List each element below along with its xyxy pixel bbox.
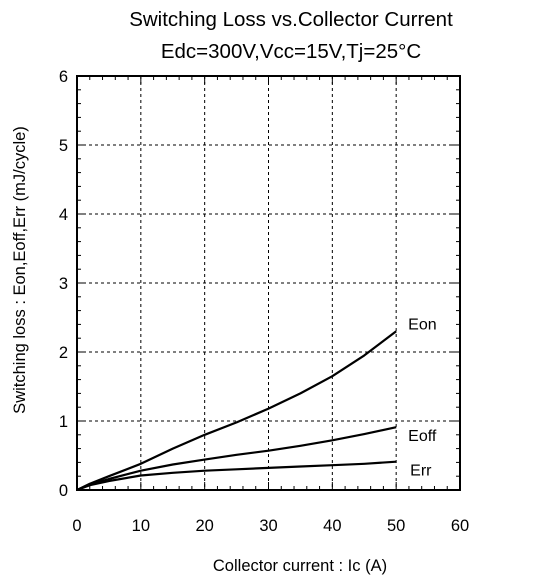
grid-lines xyxy=(77,76,460,490)
series-labels: Eon Eoff Err xyxy=(408,316,437,479)
series-label-err: Err xyxy=(410,463,432,480)
y-tick-label: 1 xyxy=(59,413,68,431)
chart-title: Switching Loss vs.Collector Current xyxy=(129,8,453,31)
x-axis-label: Collector current : Ic (A) xyxy=(213,557,387,575)
y-tick-label: 0 xyxy=(59,482,68,500)
y-axis-label: Switching loss : Eon,Eoff,Err (mJ/cycle) xyxy=(11,126,29,414)
x-tick-label: 0 xyxy=(72,517,81,535)
x-tick-label: 20 xyxy=(195,517,213,535)
x-tick-label: 10 xyxy=(132,517,150,535)
y-tick-label: 6 xyxy=(59,68,68,86)
series-line-err xyxy=(76,460,397,492)
y-tick-label: 2 xyxy=(59,344,68,362)
chart-subtitle: Edc=300V,Vcc=15V,Tj=25°C xyxy=(161,40,421,63)
x-tick-label: 40 xyxy=(323,517,341,535)
x-tick-label: 50 xyxy=(387,517,405,535)
series-lines xyxy=(76,330,397,492)
tick-labels: 0 10 20 30 40 50 60 0 1 2 3 4 5 6 xyxy=(59,68,469,535)
series-label-eoff: Eoff xyxy=(408,428,437,445)
series-label-eon: Eon xyxy=(408,316,436,333)
x-tick-label: 60 xyxy=(451,517,469,535)
y-tick-label: 5 xyxy=(59,137,68,155)
plot-frame xyxy=(76,75,461,491)
series-line-eon xyxy=(76,330,397,491)
y-tick-label: 4 xyxy=(59,206,68,224)
series-line-eoff xyxy=(76,426,397,492)
y-tick-label: 3 xyxy=(59,275,68,293)
x-tick-label: 30 xyxy=(259,517,277,535)
